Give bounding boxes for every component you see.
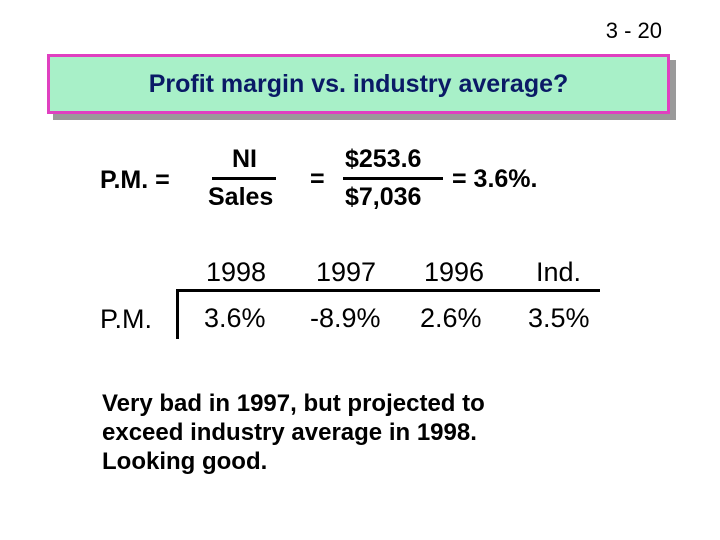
fraction1-line xyxy=(212,177,276,180)
table-horizontal-rule xyxy=(176,289,600,292)
column-value-1997: -8.9% xyxy=(310,303,381,333)
conclusion-line: Very bad in 1997, but projected to xyxy=(102,390,485,417)
column-header-1997: 1997 xyxy=(316,257,377,287)
fraction1-denominator: Sales xyxy=(208,183,274,211)
column-header-1996: 1996 xyxy=(424,257,485,287)
slide-number: 3 - 20 xyxy=(605,18,662,43)
table-vertical-rule xyxy=(176,289,179,339)
formula-result: = 3.6%. xyxy=(452,165,538,193)
title-box: Profit margin vs. industry average? xyxy=(47,54,670,114)
column-value-1996: 2.6% xyxy=(420,303,482,333)
formula-equals: = xyxy=(310,165,325,193)
slide-title: Profit margin vs. industry average? xyxy=(148,69,569,98)
column-header-1998: 1998 xyxy=(206,257,267,287)
table-row-label: P.M. xyxy=(100,304,153,334)
fraction2-denominator: $7,036 xyxy=(345,183,422,211)
column-value-industry: 3.5% xyxy=(528,303,590,333)
column-value-1998: 3.6% xyxy=(204,303,266,333)
fraction2-numerator: $253.6 xyxy=(345,145,422,173)
conclusion-text: Very bad in 1997, but projected to excee… xyxy=(102,390,485,476)
formula-label: P.M. = xyxy=(100,166,170,194)
fraction2-line xyxy=(343,177,443,180)
column-header-industry: Ind. xyxy=(536,257,582,287)
fraction1-numerator: NI xyxy=(232,145,257,173)
conclusion-line: Looking good. xyxy=(102,447,268,475)
conclusion-line: exceed industry average in 1998. xyxy=(102,418,477,446)
